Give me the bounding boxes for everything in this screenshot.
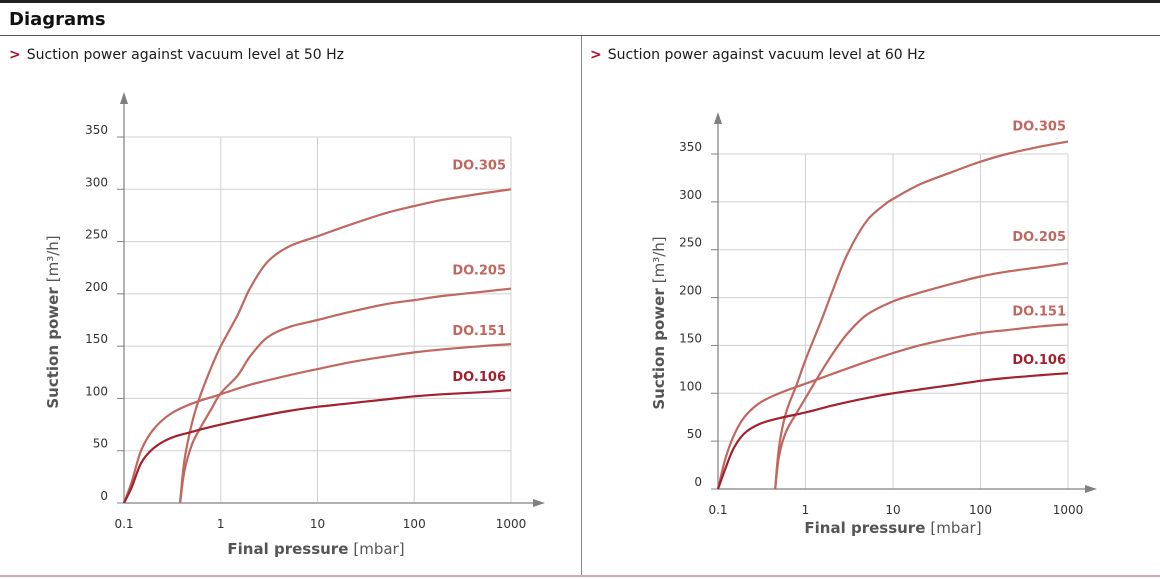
series-label: DO.106 [452, 370, 506, 385]
series-label: DO.151 [1012, 304, 1066, 319]
x-tick-label: 0.1 [708, 503, 727, 517]
x-axis-arrow-icon [1085, 485, 1097, 493]
chevron-right-icon: > [9, 47, 21, 63]
y-tick-label: 250 [85, 228, 108, 242]
x-tick-label: 100 [403, 517, 426, 531]
series-label: DO.106 [1012, 353, 1066, 368]
series-label: DO.151 [452, 324, 506, 339]
y-axis-arrow-icon [714, 112, 722, 124]
series-line-do151 [716, 323, 1069, 490]
y-tick-label: 300 [85, 175, 108, 189]
y-axis-label: Suction power [m³/h] [650, 236, 668, 409]
header-divider [0, 35, 1160, 36]
y-axis-unit: [m³/h] [44, 235, 62, 282]
top-rule [0, 0, 1160, 3]
series-line-do106 [123, 389, 512, 504]
y-tick-label: 100 [679, 379, 702, 393]
chart-0: 0 50 100 150 200 250 300 350 0.1 1 10 100 1000 Final … [44, 92, 545, 558]
chart-1: 0 50 100 150 200 250 300 350 0.1 1 10 100 1000 Final … [650, 112, 1097, 537]
y-tick-label: 350 [679, 140, 702, 154]
y-tick-label: 200 [679, 284, 702, 298]
page-title: Diagrams [9, 9, 106, 30]
x-tick-label: 10 [310, 517, 325, 531]
y-tick-label: 100 [85, 384, 108, 398]
x-axis-label: Final pressure [mbar] [227, 540, 404, 558]
y-tick-label: 250 [679, 236, 702, 250]
series-line-do151 [122, 343, 512, 504]
x-tick-label: 1000 [1053, 503, 1084, 517]
chart-60hz-title: Suction power against vacuum level at 60… [607, 47, 926, 63]
series-line-do205 [179, 287, 512, 504]
y-tick-label: 50 [687, 427, 702, 441]
series-label: DO.205 [452, 264, 506, 279]
y-tick-label: 300 [679, 188, 702, 202]
y-axis-arrow-icon [120, 92, 128, 104]
x-tick-label: 10 [885, 503, 900, 517]
x-axis-unit: [mbar] [930, 519, 981, 537]
y-tick-label: 150 [679, 331, 702, 345]
y-axis-label-text: Suction power [44, 287, 62, 409]
y-axis-label-text: Suction power [650, 288, 668, 410]
chart-50hz-title: Suction power against vacuum level at 50… [26, 47, 345, 63]
series-line-do305 [774, 140, 1069, 490]
y-axis-label: Suction power [m³/h] [44, 235, 62, 408]
series-label: DO.305 [452, 158, 506, 173]
panel-divider [581, 36, 582, 575]
series-label: DO.305 [1012, 120, 1066, 135]
y-axis-unit: [m³/h] [650, 236, 668, 283]
chevron-right-icon: > [590, 47, 602, 63]
y-tick-label: 200 [85, 280, 108, 294]
chart-50hz-heading: > Suction power against vacuum level at 5… [9, 47, 344, 63]
chart-60hz-heading: > Suction power against vacuum level at 6… [590, 47, 925, 63]
y-tick-label: 0 [694, 475, 702, 489]
series-label: DO.205 [1012, 230, 1066, 245]
bottom-rule [0, 575, 1160, 577]
series-line-do205 [774, 262, 1069, 490]
y-tick-label: 50 [93, 437, 108, 451]
x-tick-label: 0.1 [114, 517, 133, 531]
x-tick-label: 1000 [496, 517, 527, 531]
x-axis-label: Final pressure [mbar] [804, 519, 981, 537]
series-line-do106 [716, 372, 1069, 490]
x-tick-label: 1 [217, 517, 225, 531]
y-tick-label: 350 [85, 123, 108, 137]
y-tick-label: 0 [100, 489, 108, 503]
x-axis-label-text: Final pressure [227, 540, 348, 558]
x-axis-label-text: Final pressure [804, 519, 925, 537]
x-axis-unit: [mbar] [353, 540, 404, 558]
y-tick-label: 150 [85, 332, 108, 346]
x-axis-arrow-icon [533, 499, 545, 507]
x-tick-label: 1 [802, 503, 810, 517]
series-line-do305 [179, 188, 512, 504]
x-tick-label: 100 [969, 503, 992, 517]
